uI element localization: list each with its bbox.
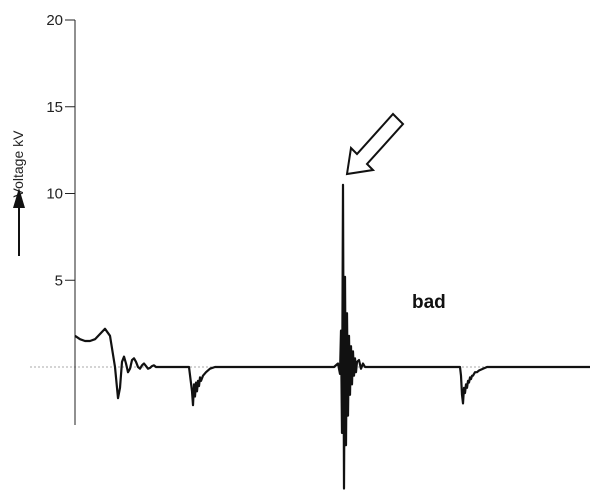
y-tick-label: 15 (46, 99, 63, 116)
voltage-trace (74, 183, 590, 490)
up-arrow-icon (13, 188, 25, 256)
y-tick-label: 5 (55, 272, 63, 289)
spike-arrow-icon (345, 112, 405, 176)
y-axis-title: Voltage kV (10, 130, 26, 198)
y-tick-label: 10 (46, 186, 63, 203)
annotation-label: bad (412, 292, 446, 313)
y-tick-label: 20 (46, 12, 63, 29)
y-ticks: 5 10 15 20 (46, 12, 75, 289)
